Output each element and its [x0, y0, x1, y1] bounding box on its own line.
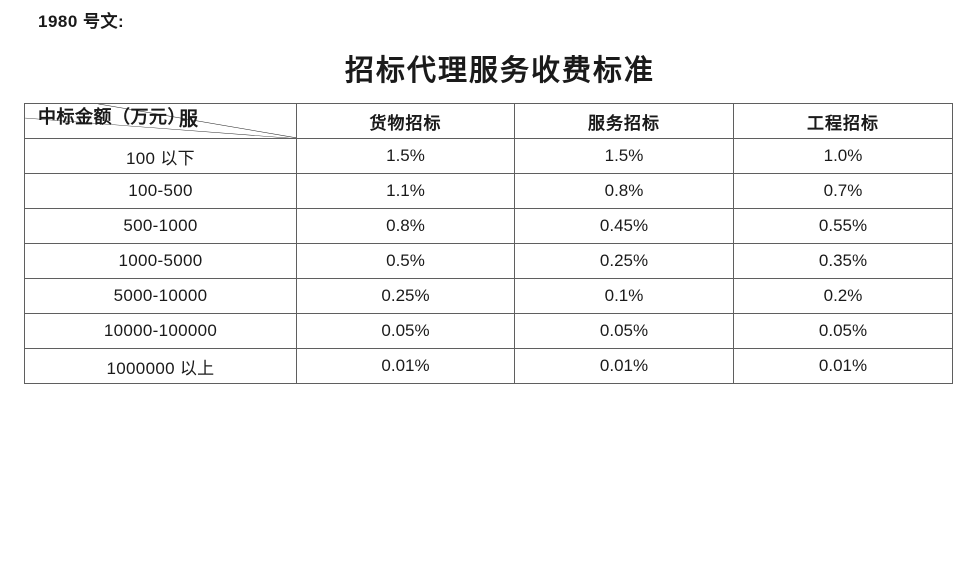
- fee-cell: 0.8%: [514, 173, 734, 209]
- table-row: 5000-10000 0.25% 0.1% 0.2%: [24, 278, 953, 314]
- column-header-services: 服务招标: [514, 103, 734, 139]
- row-label: 100 以下: [24, 138, 297, 174]
- table-row: 100-500 1.1% 0.8% 0.7%: [24, 173, 953, 209]
- fee-standard-table: 服 费 务 类 率 型 中标金额（万元） 货物招标 服务招标 工程招标 100 …: [24, 103, 953, 384]
- row-label: 10000-100000: [24, 313, 297, 349]
- doc-reference: 1980 号文:: [38, 12, 125, 31]
- fee-cell: 0.05%: [733, 313, 953, 349]
- column-header-goods: 货物招标: [296, 103, 515, 139]
- table-row: 500-1000 0.8% 0.45% 0.55%: [24, 208, 953, 244]
- fee-cell: 0.1%: [514, 278, 734, 314]
- fee-cell: 1.5%: [296, 138, 515, 174]
- fee-cell: 0.01%: [733, 348, 953, 384]
- row-axis-label: 中标金额（万元）: [38, 107, 186, 127]
- row-label: 500-1000: [24, 208, 297, 244]
- column-header-engineering: 工程招标: [733, 103, 953, 139]
- fee-cell: 0.05%: [514, 313, 734, 349]
- table-row: 1000000 以上 0.01% 0.01% 0.01%: [24, 348, 953, 384]
- fee-cell: 0.05%: [296, 313, 515, 349]
- fee-cell: 0.55%: [733, 208, 953, 244]
- fee-cell: 1.0%: [733, 138, 953, 174]
- page-title: 招标代理服务收费标准: [344, 55, 655, 87]
- fee-cell: 0.45%: [514, 208, 734, 244]
- fee-cell: 0.7%: [733, 173, 953, 209]
- fee-cell: 0.35%: [733, 243, 953, 279]
- fee-cell: 0.25%: [514, 243, 734, 279]
- fee-cell: 0.01%: [296, 348, 515, 384]
- row-label: 5000-10000: [24, 278, 297, 314]
- fee-cell: 0.2%: [733, 278, 953, 314]
- fee-cell: 1.5%: [514, 138, 734, 174]
- fee-cell: 0.01%: [514, 348, 734, 384]
- table-row: 100 以下 1.5% 1.5% 1.0%: [24, 138, 953, 174]
- row-label: 1000000 以上: [24, 348, 297, 384]
- row-label: 100-500: [24, 173, 297, 209]
- corner-char-fu: 服: [179, 109, 199, 130]
- fee-cell: 0.5%: [296, 243, 515, 279]
- fee-cell: 1.1%: [296, 173, 515, 209]
- diagonal-split-header-cell: 服 费 务 类 率 型 中标金额（万元）: [24, 103, 297, 139]
- table-row: 1000-5000 0.5% 0.25% 0.35%: [24, 243, 953, 279]
- fee-cell: 0.8%: [296, 208, 515, 244]
- fee-cell: 0.25%: [296, 278, 515, 314]
- diagonal-lines: [25, 104, 296, 138]
- header-row: 服 费 务 类 率 型 中标金额（万元） 货物招标 服务招标 工程招标: [24, 103, 953, 139]
- row-label: 1000-5000: [24, 243, 297, 279]
- table-row: 10000-100000 0.05% 0.05% 0.05%: [24, 313, 953, 349]
